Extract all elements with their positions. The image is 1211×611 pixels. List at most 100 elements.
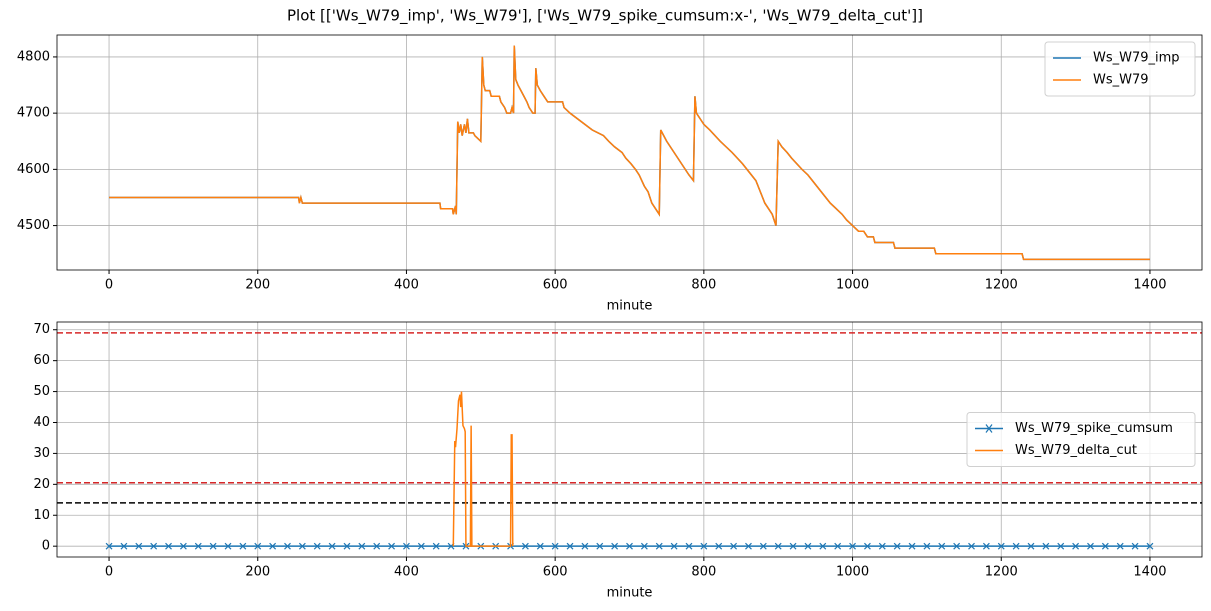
marker [165, 542, 172, 550]
y-tick-label: 20 [33, 477, 50, 492]
marker [819, 542, 827, 550]
marker [1101, 542, 1109, 550]
y-tick-label: 40 [33, 415, 50, 430]
marker [403, 542, 410, 550]
marker [834, 542, 842, 550]
marker [254, 542, 262, 550]
marker [596, 542, 604, 550]
x-tick-label: 1000 [836, 565, 869, 580]
y-tick-label: 50 [33, 384, 50, 399]
legend-box [966, 412, 1196, 467]
x-tick-label: 200 [245, 565, 270, 580]
marker [239, 542, 247, 550]
marker [655, 542, 663, 550]
marker [313, 542, 321, 550]
plot-area [109, 45, 1150, 261]
x-tick-label: 800 [691, 278, 716, 293]
marker [640, 542, 648, 550]
marker [849, 542, 856, 550]
x-tick-label: 1400 [1133, 278, 1166, 293]
x-tick-label: 0 [105, 565, 113, 580]
y-tick-label: 4700 [17, 106, 50, 121]
legend-label: Ws_W79_delta_cut [1015, 443, 1137, 458]
marker [120, 542, 128, 550]
marker [521, 542, 529, 550]
marker [982, 542, 990, 550]
x-tick-label: 1400 [1133, 565, 1166, 580]
marker [611, 542, 619, 550]
marker [908, 542, 916, 550]
marker [224, 542, 232, 550]
marker [968, 542, 975, 550]
marker [774, 542, 782, 550]
legend-label: Ws_W79 [1093, 73, 1149, 88]
x-tick-label: 600 [543, 565, 568, 580]
series-line [452, 391, 514, 547]
x-tick-label: 800 [691, 565, 716, 580]
x-axis-label: minute [607, 299, 653, 314]
figure-title: Plot [['Ws_W79_imp', 'Ws_W79'], ['Ws_W79… [287, 7, 923, 26]
marker [432, 542, 440, 550]
axes-frame [56, 34, 1203, 271]
plot-area [57, 332, 1202, 550]
marker [358, 542, 366, 550]
marker [789, 542, 797, 550]
marker [135, 542, 143, 550]
marker [715, 542, 723, 550]
marker [284, 542, 291, 550]
x-tick-label: 600 [543, 278, 568, 293]
marker [685, 542, 693, 550]
marker [179, 542, 187, 550]
marker [923, 542, 931, 550]
marker [670, 542, 678, 550]
marker [863, 542, 871, 550]
marker [1027, 542, 1035, 550]
series-line [109, 45, 1150, 261]
marker [328, 542, 336, 550]
marker [1087, 542, 1094, 550]
y-tick-label: 0 [42, 539, 50, 554]
marker [150, 542, 158, 550]
y-tick-label: 60 [33, 353, 50, 368]
marker [194, 542, 202, 550]
x-tick-label: 400 [394, 278, 419, 293]
marker [953, 542, 961, 550]
x-tick-label: 0 [105, 278, 113, 293]
marker [1146, 542, 1154, 550]
marker [730, 542, 738, 550]
y-tick-label: 30 [33, 446, 50, 461]
marker [298, 542, 306, 550]
y-tick-label: 70 [33, 322, 50, 337]
x-tick-label: 1000 [836, 278, 869, 293]
y-tick-label: 4500 [17, 218, 50, 233]
legend-label: Ws_W79_spike_cumsum [1015, 421, 1173, 436]
marker [997, 542, 1005, 550]
y-tick-label: 4800 [17, 49, 50, 64]
marker [878, 542, 886, 550]
marker [343, 542, 351, 550]
marker [700, 542, 708, 550]
marker [745, 542, 752, 550]
marker [536, 542, 544, 550]
x-tick-label: 1200 [985, 565, 1018, 580]
legend-box [1044, 41, 1196, 97]
marker [105, 542, 113, 550]
marker [1131, 542, 1139, 550]
marker [388, 542, 396, 550]
axes-frame [56, 321, 1203, 558]
x-axis-label: minute [607, 586, 653, 601]
x-tick-label: 400 [394, 565, 419, 580]
marker [938, 542, 946, 550]
marker [626, 542, 633, 550]
marker [1012, 542, 1020, 550]
series-line [109, 45, 1150, 261]
legend-marker [985, 424, 993, 433]
marker [759, 542, 767, 550]
x-tick-label: 200 [245, 278, 270, 293]
marker [1072, 542, 1080, 550]
marker [804, 542, 812, 550]
marker [209, 542, 217, 550]
marker [373, 542, 381, 550]
